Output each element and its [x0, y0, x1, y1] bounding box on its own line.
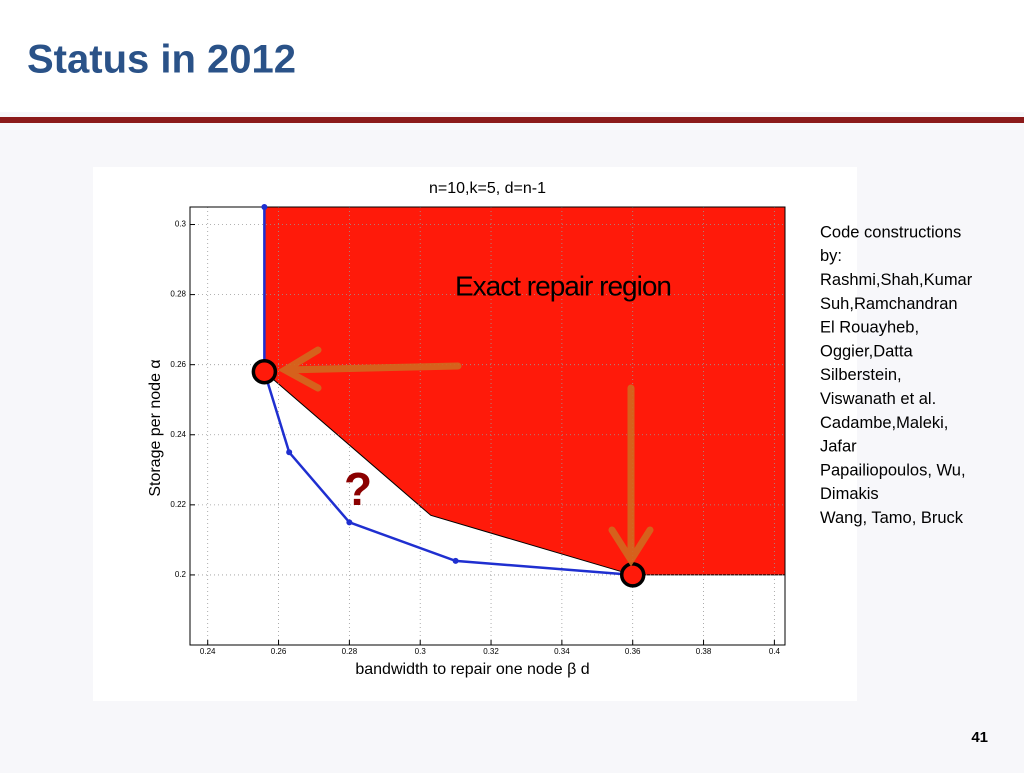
note-line: Oggier,Datta: [820, 342, 913, 360]
point: [286, 449, 293, 456]
note-line: Cadambe,Maleki,: [820, 414, 948, 432]
page-number: 41: [971, 729, 988, 746]
annotation: Exact repair region: [455, 270, 671, 301]
axes-box: [189, 206, 786, 646]
x-tick-label: 0.32: [483, 647, 499, 656]
note-line: Dimakis: [820, 485, 879, 503]
note-line: Jafar: [820, 438, 857, 456]
note-line: Silberstein,: [820, 366, 902, 384]
chart: n=10,k=5, d=n-1 0.24 0.26 0.28 0.3 0.32 0.34 0.…: [147, 180, 786, 678]
x-tick-label: 0.3: [415, 647, 427, 656]
y-tick-label: 0.2: [175, 570, 187, 579]
header-band: [0, 0, 1024, 112]
point: [452, 557, 459, 564]
note-line: Viswanath et al.: [820, 390, 936, 408]
highlight-point: [619, 562, 646, 588]
y-axis-label: Storage per node α: [147, 359, 164, 496]
y-tick-label: 0.22: [170, 500, 186, 509]
x-tick-label: 0.4: [769, 647, 781, 656]
x-tick-label: 0.26: [271, 647, 287, 656]
y-tick-label: 0.24: [170, 430, 186, 439]
note-line: Wang, Tamo, Bruck: [820, 509, 964, 527]
x-tick-label: 0.36: [625, 647, 641, 656]
note-line: Suh,Ramchandran: [820, 295, 958, 313]
slide-title: Status in 2012: [27, 38, 296, 82]
series-line: [263, 207, 633, 577]
arrow: [608, 384, 654, 567]
y-tick-label: 0.28: [170, 290, 186, 299]
x-axis-label: bandwidth to repair one node β d: [355, 661, 589, 678]
note-line: by:: [820, 247, 842, 265]
highlight-point: [251, 358, 278, 385]
point: [261, 204, 268, 210]
notes: Code constructions by: Rashmi,Shah,Kumar Su…: [820, 223, 973, 527]
x-tick-label: 0.28: [342, 647, 358, 656]
annotation: ?: [344, 463, 372, 515]
x-tick-label: 0.38: [696, 647, 712, 656]
y-tick-label: 0.26: [170, 360, 186, 369]
y-tick-label: 0.3: [175, 220, 187, 229]
point: [346, 519, 353, 526]
arrow: [277, 346, 462, 392]
note-line: Rashmi,Shah,Kumar: [820, 271, 973, 289]
note-line: Papailiopoulos, Wu,: [820, 461, 966, 479]
note-line: El Rouayheb,: [820, 319, 919, 337]
x-tick-label: 0.34: [554, 647, 570, 656]
chart-title: n=10,k=5, d=n-1: [429, 180, 546, 197]
note-line: Code constructions: [820, 223, 961, 241]
x-tick-label: 0.24: [200, 647, 216, 656]
title-rule: [0, 117, 1024, 123]
